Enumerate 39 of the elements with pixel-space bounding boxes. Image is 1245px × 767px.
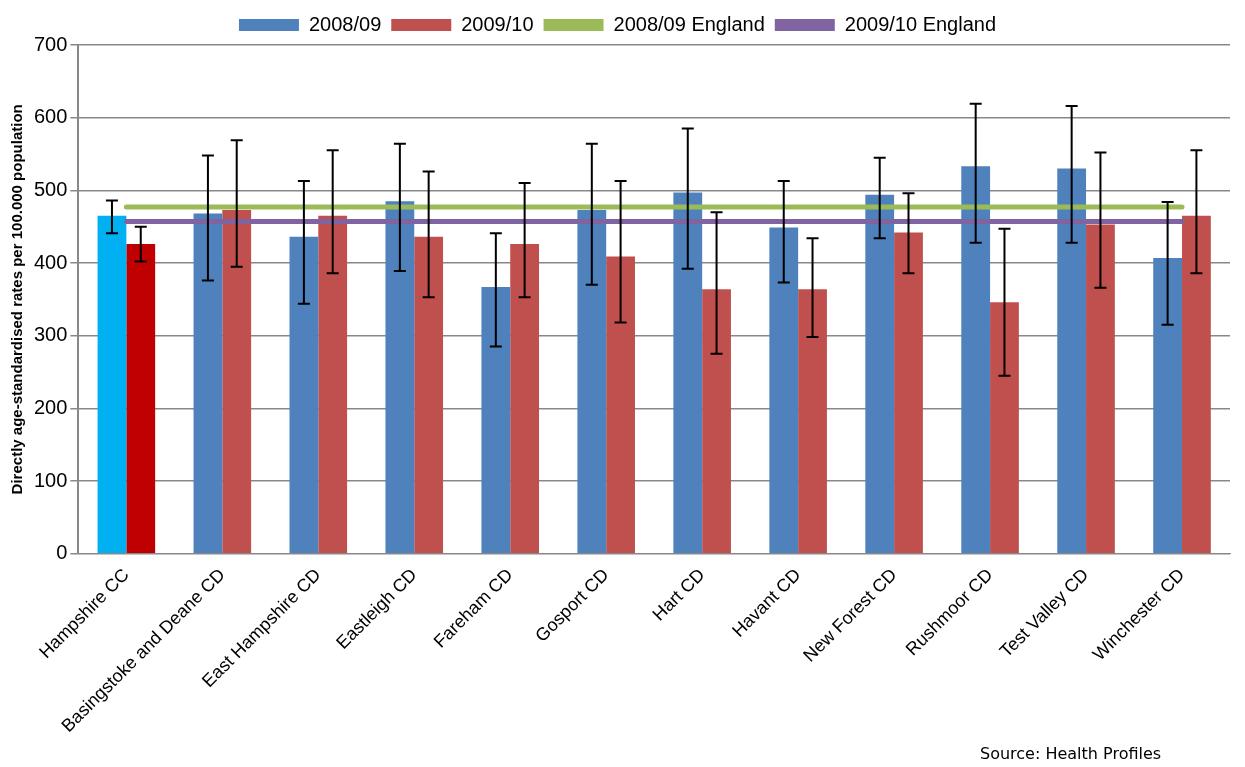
bar	[510, 244, 540, 553]
bar	[961, 166, 991, 553]
legend-label: 2009/10	[461, 12, 534, 35]
source-note: Source: Health Profiles	[980, 744, 1162, 763]
legend-label: 2008/09 England	[613, 12, 765, 35]
legend-label: 2008/09	[308, 12, 382, 35]
bar	[222, 209, 252, 553]
y-tick-label: 0	[56, 541, 68, 564]
bar	[865, 194, 895, 553]
bar	[193, 213, 223, 553]
bar	[385, 201, 415, 553]
y-tick-label: 500	[33, 177, 68, 200]
x-tick-label: Hart CD	[648, 564, 709, 625]
y-axis-title: Directly age-standardised rates per 100.000 population	[8, 104, 26, 495]
bar	[97, 215, 127, 553]
bar	[769, 227, 799, 553]
bar	[1182, 215, 1211, 553]
bar	[894, 232, 923, 553]
bar	[798, 289, 827, 553]
bar	[481, 286, 511, 553]
y-tick-label: 600	[33, 105, 68, 128]
y-tick-label: 300	[33, 323, 68, 346]
bar	[289, 236, 319, 553]
bar	[318, 215, 348, 553]
y-tick-label: 200	[33, 395, 68, 418]
bar	[414, 236, 444, 553]
bar	[990, 302, 1019, 553]
bar	[606, 256, 635, 553]
bar	[577, 209, 607, 553]
y-tick-label: 400	[33, 250, 68, 273]
bar	[126, 244, 156, 553]
bar	[673, 192, 703, 553]
y-tick-label: 100	[33, 468, 68, 491]
legend-label: 2009/10 England	[844, 12, 997, 35]
bar	[702, 289, 731, 553]
bar	[1153, 257, 1183, 553]
bar	[1086, 224, 1115, 553]
bar	[1057, 168, 1087, 553]
y-tick-label: 700	[33, 32, 68, 55]
